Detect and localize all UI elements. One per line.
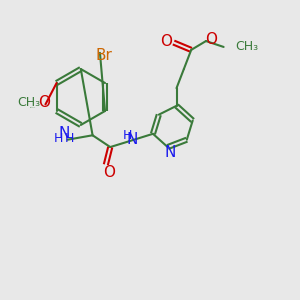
Text: methoxy: methoxy: [30, 107, 36, 108]
Text: H: H: [65, 132, 75, 145]
Text: H: H: [122, 129, 132, 142]
Text: O: O: [103, 165, 115, 180]
Text: O: O: [205, 32, 217, 47]
Text: CH₃: CH₃: [235, 40, 258, 53]
Text: CH₃: CH₃: [18, 96, 41, 110]
Text: N: N: [164, 145, 176, 160]
Text: N: N: [59, 126, 70, 141]
Text: H: H: [54, 132, 63, 145]
Text: Br: Br: [95, 48, 112, 63]
Text: O: O: [160, 34, 172, 49]
Text: N: N: [127, 132, 138, 147]
Text: O: O: [38, 95, 50, 110]
